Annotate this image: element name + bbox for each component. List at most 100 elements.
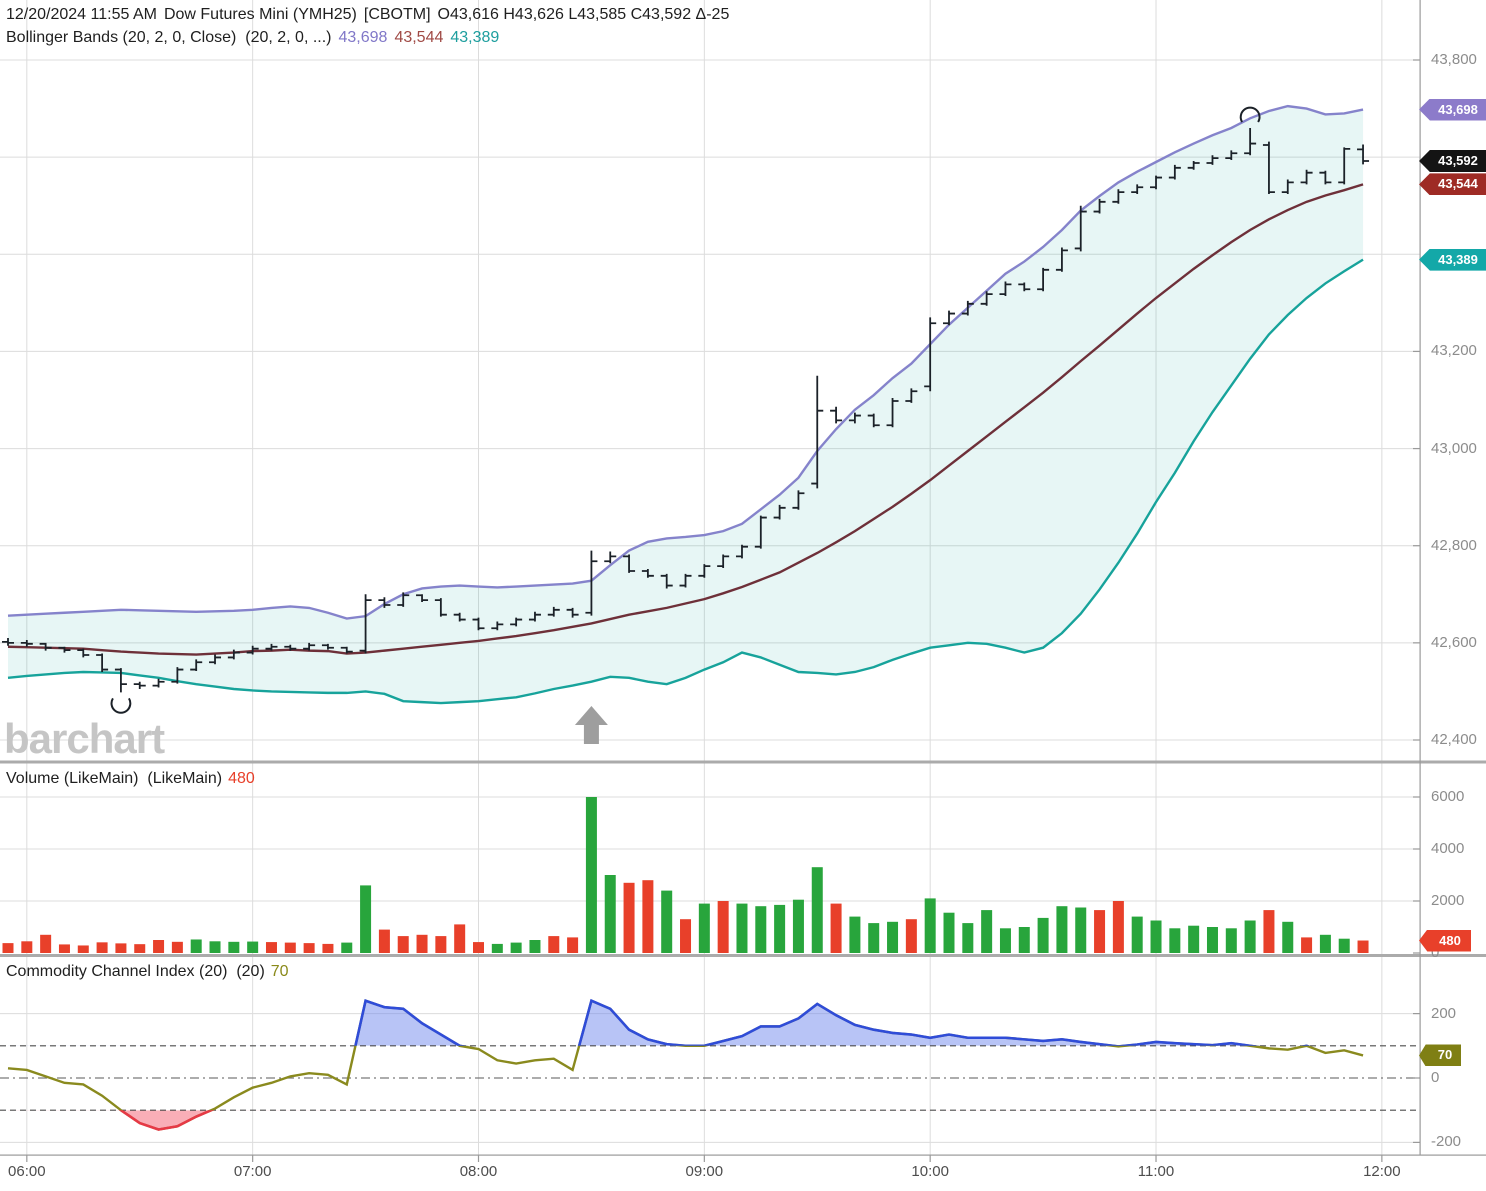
volume-bar <box>567 937 579 953</box>
header-exchange: [CBOTM] <box>363 6 431 23</box>
panel-divider <box>0 954 1486 957</box>
volume-bar <box>190 939 202 953</box>
volume-bar <box>322 943 334 953</box>
bollinger-lower-band-line <box>7 258 1364 705</box>
volume-bar <box>21 941 33 953</box>
volume-bar <box>284 942 296 953</box>
volume-bar <box>548 936 560 953</box>
cci-value-badge: 70 <box>1419 1044 1461 1067</box>
price-value-badge: 43,389 <box>1419 248 1486 271</box>
time-axis-label: 12:00 <box>1363 1163 1401 1180</box>
price-axis-label: 42,600 <box>1431 633 1477 651</box>
volume-bar <box>661 890 673 953</box>
header-symbol: Dow Futures Mini (YMH25) <box>163 6 357 23</box>
cci-panel-label: Commodity Channel Index (20) (20) 70 <box>6 963 295 981</box>
volume-bar <box>209 941 221 953</box>
time-axis-label: 09:00 <box>685 1163 724 1180</box>
cci-axis-label: 200 <box>1431 1004 1457 1022</box>
volume-bar <box>303 943 315 953</box>
volume-bar <box>341 942 353 953</box>
volume-bar <box>1301 937 1313 953</box>
barchart-watermark: barchart <box>4 715 165 762</box>
volume-bar <box>905 919 917 953</box>
price-axis-label: 42,400 <box>1431 731 1477 748</box>
cci-label-text: Commodity Channel Index (20) (20) <box>6 963 265 980</box>
volume-bar <box>360 885 372 953</box>
volume-bar <box>792 899 804 953</box>
volume-bar <box>153 940 165 953</box>
volume-bar <box>491 943 503 953</box>
volume-bar <box>680 919 692 953</box>
price-axis-label: 43,200 <box>1431 342 1477 360</box>
volume-bar <box>849 916 861 953</box>
header-datetime: 12/20/2024 11:55 AM <box>6 6 157 23</box>
time-axis-border <box>0 1154 1486 1156</box>
time-axis-label: 06:00 <box>8 1163 46 1180</box>
time-axis-label: 11:00 <box>1137 1163 1175 1180</box>
volume-bar <box>1206 927 1218 953</box>
volume-bar <box>1263 910 1275 953</box>
cci-axis-label: -200 <box>1431 1133 1462 1151</box>
volume-bar <box>736 903 748 953</box>
volume-bars <box>2 797 1369 953</box>
bollinger-upper-band-line <box>7 104 1364 620</box>
volume-bar <box>830 903 842 953</box>
volume-bar <box>1094 910 1106 953</box>
volume-bar <box>265 942 277 953</box>
volume-bar <box>435 936 447 953</box>
volume-bar <box>1225 928 1237 953</box>
volume-bar <box>473 942 484 953</box>
header-ohlc-values: O43,616 H43,626 L43,585 C43,592 Δ-25 <box>437 6 730 23</box>
price-axis-label: 42,800 <box>1431 536 1477 554</box>
price-value-badge: 43,698 <box>1419 98 1486 121</box>
time-axis-label: 08:00 <box>459 1163 498 1180</box>
volume-bar <box>1075 907 1087 953</box>
bollinger-lower-value: 43,389 <box>450 29 500 46</box>
high-of-day-marker <box>1239 106 1261 123</box>
volume-bar <box>962 923 974 953</box>
volume-bar <box>698 903 710 953</box>
volume-bar <box>1169 928 1181 953</box>
volume-bar <box>115 943 127 953</box>
volume-bar <box>416 934 428 953</box>
volume-bar <box>1338 938 1350 953</box>
volume-bar <box>247 941 259 953</box>
volume-bar <box>774 904 786 953</box>
volume-bar <box>604 875 616 953</box>
time-axis-label: 10:00 <box>911 1163 949 1180</box>
volume-bar <box>134 944 146 953</box>
volume-bar <box>1188 925 1200 953</box>
volume-panel-label: Volume (LikeMain) (LikeMain) 480 <box>6 770 261 788</box>
volume-axis-label: 4000 <box>1431 840 1465 857</box>
volume-bar <box>2 943 14 953</box>
cci-current-value: 70 <box>270 963 289 980</box>
time-axis-label: 07:00 <box>233 1163 272 1180</box>
volume-bar <box>454 924 466 953</box>
volume-bar <box>1131 916 1143 953</box>
volume-value-badge: 480 <box>1419 929 1471 952</box>
volume-bar <box>1244 920 1256 953</box>
volume-bar <box>378 929 390 953</box>
cci-line-overbought <box>354 998 1311 1046</box>
volume-axis-label: 2000 <box>1431 892 1465 909</box>
volume-bar <box>623 882 635 953</box>
volume-bar <box>642 880 654 953</box>
volume-bar <box>1018 927 1030 953</box>
gridlines <box>0 0 1420 1155</box>
price-axis-label: 43,000 <box>1431 439 1477 457</box>
header-line1: 12/20/2024 11:55 AM Dow Futures Mini (YMH… <box>6 3 736 26</box>
volume-bar <box>1037 917 1049 953</box>
volume-bar <box>1150 920 1162 953</box>
low-of-day-marker <box>110 697 132 714</box>
volume-bar <box>397 936 409 953</box>
volume-bar <box>529 940 541 953</box>
volume-label-text: Volume (LikeMain) (LikeMain) <box>6 770 223 787</box>
volume-bar <box>171 941 183 953</box>
header-line2: Bollinger Bands (20, 2, 0, Close) (20, 2… <box>6 26 736 49</box>
volume-bar <box>228 941 240 953</box>
volume-bar <box>58 944 70 953</box>
volume-bar <box>999 928 1011 953</box>
price-value-badge: 43,544 <box>1419 173 1486 196</box>
